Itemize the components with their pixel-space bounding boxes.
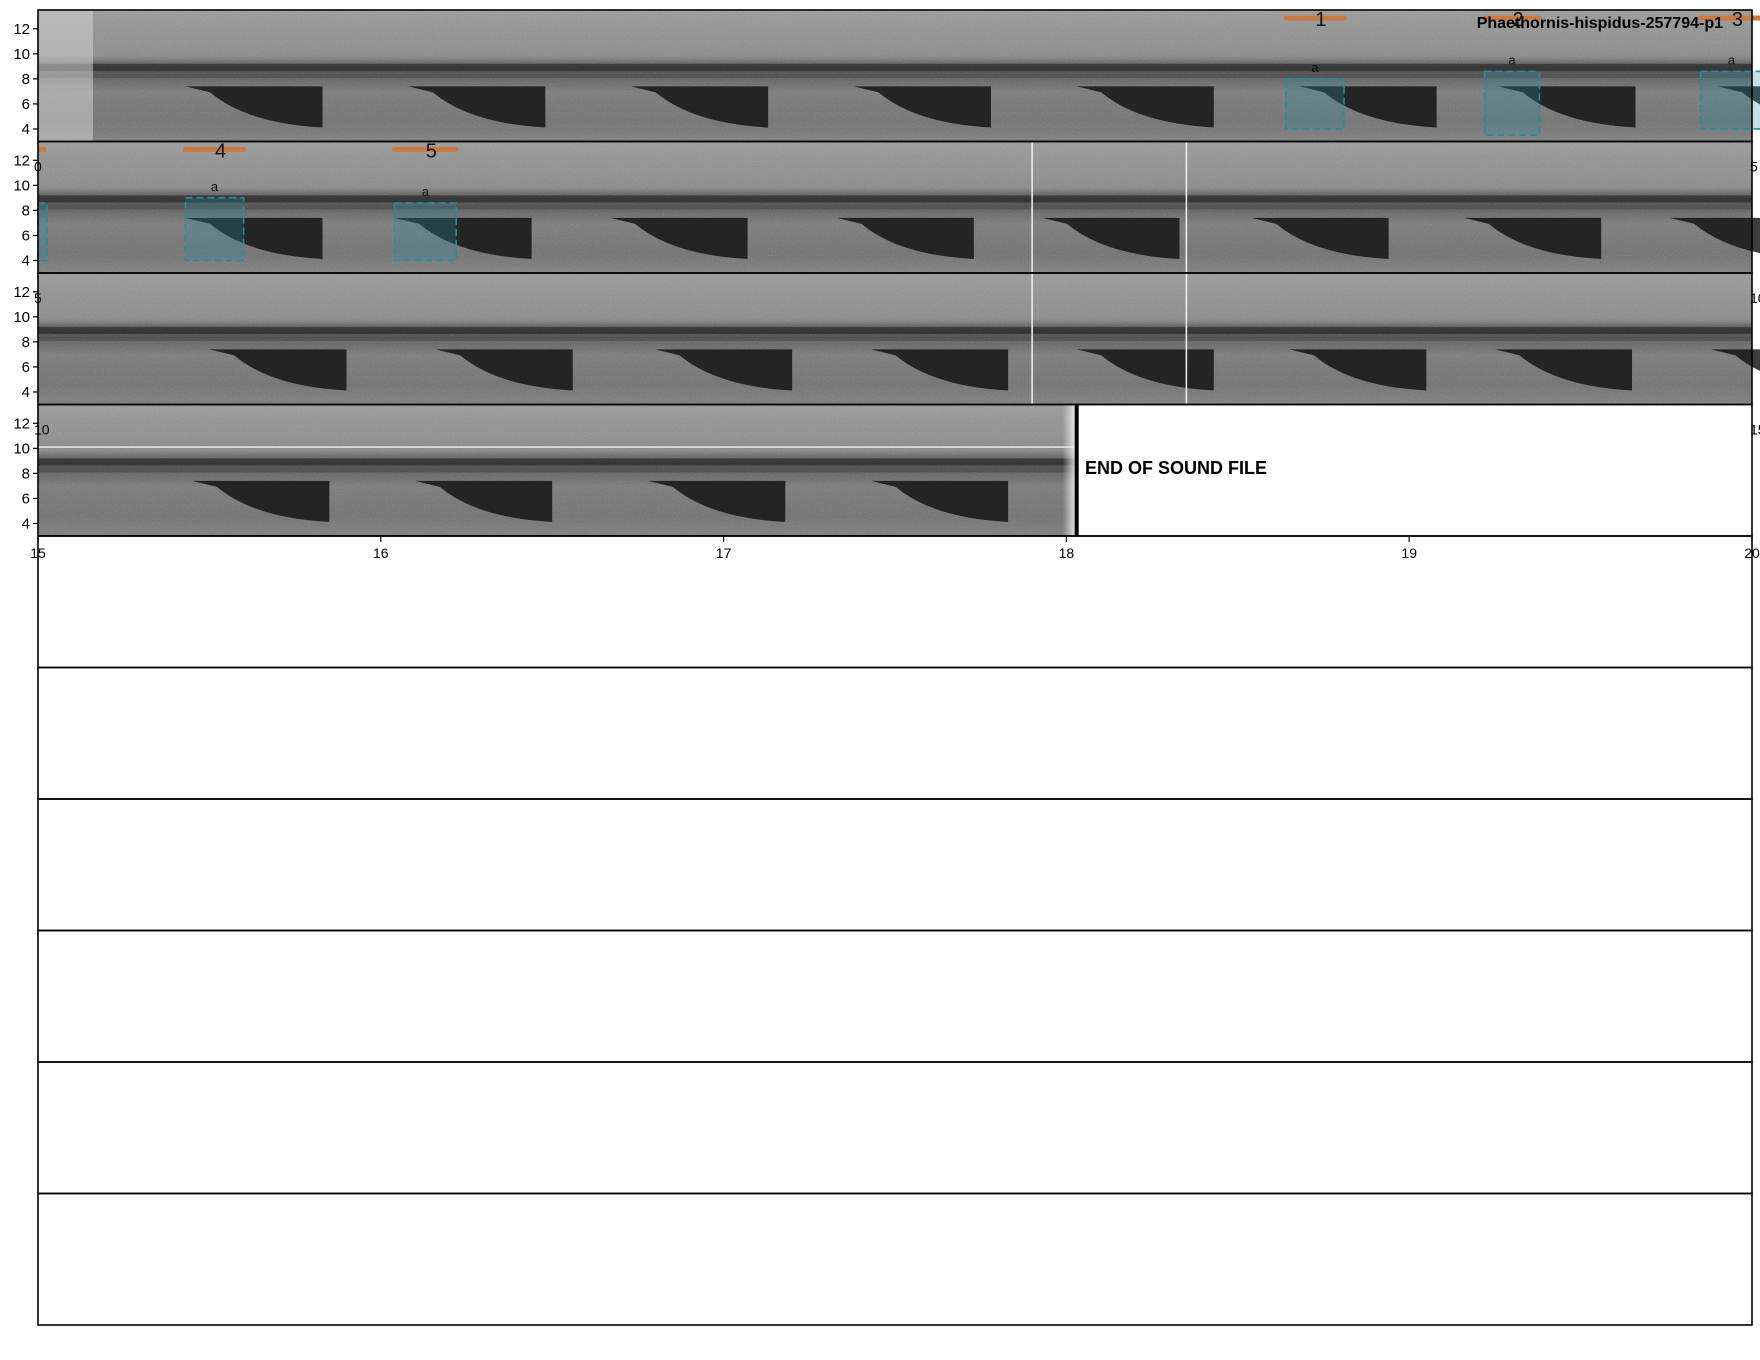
y-tick-label: 6 xyxy=(22,490,30,507)
row-frame-7 xyxy=(37,798,1753,932)
x-axis: 0 5 5 10 10 15 15 16 17 18 19 20 xyxy=(30,159,1760,562)
y-tick-label: 4 xyxy=(22,515,30,532)
call-mark xyxy=(1076,86,1214,128)
row-start-time: 5 xyxy=(34,290,42,306)
annotation-number: 3 xyxy=(1732,9,1743,31)
call-mark xyxy=(1464,217,1602,259)
call-mark xyxy=(1717,86,1760,105)
y-tick-label: 10 xyxy=(13,309,30,326)
row-frames xyxy=(37,9,1753,1326)
row-start-time: 10 xyxy=(34,422,50,438)
spectrogram-rows xyxy=(38,10,1752,536)
annotation-label: a xyxy=(211,179,219,194)
call-mark xyxy=(185,86,323,128)
annotation-boxes: a 1 a 2 a 3 a 4 a 5 xyxy=(37,9,1760,262)
row-end-time: 10 xyxy=(1750,290,1760,306)
spectrogram-row-3 xyxy=(38,273,1752,405)
y-tick-label: 6 xyxy=(22,96,30,113)
row-frame-6 xyxy=(37,666,1753,800)
annotation-box-1 xyxy=(1284,78,1345,130)
annotation-box-4 xyxy=(184,197,245,262)
chart-title: Phaethornis-hispidus-257794-p1 xyxy=(1477,15,1723,32)
call-mark xyxy=(655,349,793,391)
row-frame-9 xyxy=(37,1061,1753,1195)
spectrogram-row-2 xyxy=(38,141,1752,273)
y-tick-label: 12 xyxy=(13,152,30,169)
call-mark xyxy=(648,480,786,522)
row-start-time: 0 xyxy=(34,159,42,175)
y-axes: 4 6 8 10 12 4 6 8 10 12 4 6 8 10 12 4 6 8 10 12 xyxy=(13,21,38,532)
y-tick-label: 4 xyxy=(22,384,30,401)
annotation-box-3 xyxy=(1699,70,1760,130)
x-tick-label: 18 xyxy=(1059,545,1075,561)
annotation-number: 1 xyxy=(1315,9,1326,31)
y-tick-label: 12 xyxy=(13,21,30,38)
spectrogram-row-4 xyxy=(38,404,1077,536)
row-end-time: 5 xyxy=(1750,159,1758,175)
y-tick-label: 8 xyxy=(22,71,30,88)
call-mark xyxy=(836,217,974,259)
call-mark xyxy=(610,217,748,259)
annotation-label: a xyxy=(1508,52,1516,67)
annotation-number: 5 xyxy=(426,141,437,163)
x-tick-label: 19 xyxy=(1401,545,1417,561)
call-mark xyxy=(209,349,347,391)
row-frame-8 xyxy=(37,929,1753,1063)
call-mark xyxy=(185,217,323,259)
y-tick-label: 4 xyxy=(22,252,30,269)
y-tick-label: 4 xyxy=(22,121,30,138)
y-tick-label: 10 xyxy=(13,440,30,457)
call-mark xyxy=(1042,217,1180,259)
y-tick-label: 10 xyxy=(13,177,30,194)
y-tick-label: 12 xyxy=(13,284,30,301)
call-mark xyxy=(1710,349,1760,371)
call-mark xyxy=(1076,349,1214,391)
call-mark xyxy=(192,480,330,522)
call-mark xyxy=(1251,217,1389,259)
annotation-box-5 xyxy=(393,202,458,262)
end-of-file-label: END OF SOUND FILE xyxy=(1085,458,1267,478)
call-mark xyxy=(408,86,546,128)
row-frame-5 xyxy=(37,535,1753,669)
annotation-label: a xyxy=(1728,52,1736,67)
call-mark xyxy=(1289,349,1427,391)
call-mark xyxy=(415,480,553,522)
row-end-time: 15 xyxy=(1750,422,1760,438)
y-tick-label: 6 xyxy=(22,359,30,376)
annotation-label: a xyxy=(422,184,430,199)
annotation-number: 2 xyxy=(1512,9,1523,31)
x-tick-label: 15 xyxy=(30,545,46,561)
call-mark xyxy=(1494,349,1633,391)
call-mark xyxy=(871,480,1009,522)
annotation-number: 4 xyxy=(215,141,226,163)
annotation-box-continuation xyxy=(37,202,48,262)
y-tick-label: 8 xyxy=(22,202,30,219)
x-tick-label: 16 xyxy=(373,545,389,561)
call-mark xyxy=(1299,86,1437,128)
call-mark xyxy=(853,86,991,128)
annotation-label: a xyxy=(1311,60,1319,75)
y-tick-label: 6 xyxy=(22,227,30,244)
y-tick-label: 12 xyxy=(13,415,30,432)
call-mark xyxy=(1669,217,1760,254)
call-mark xyxy=(631,86,769,128)
segment-boundaries xyxy=(1031,141,1188,405)
call-mark xyxy=(1498,86,1636,128)
row-frame-10 xyxy=(37,1192,1753,1326)
spectrogram-row-1 xyxy=(38,10,1752,142)
y-tick-label: 10 xyxy=(13,46,30,63)
x-tick-label: 20 xyxy=(1744,545,1760,561)
y-tick-label: 8 xyxy=(22,465,30,482)
y-tick-label: 8 xyxy=(22,334,30,351)
call-mark xyxy=(435,349,573,391)
annotation-box-2 xyxy=(1483,70,1541,137)
call-mark xyxy=(871,349,1009,391)
x-tick-label: 17 xyxy=(716,545,732,561)
call-marks xyxy=(185,86,1760,522)
call-mark xyxy=(394,217,532,259)
